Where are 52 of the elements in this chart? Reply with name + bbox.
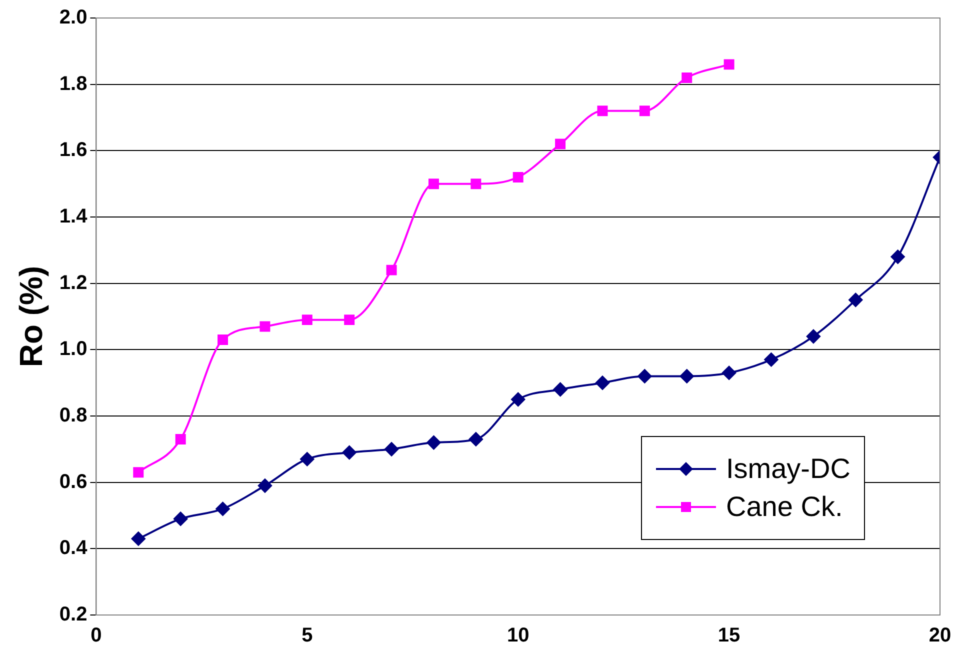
point bbox=[426, 436, 441, 450]
point bbox=[682, 72, 692, 83]
point bbox=[260, 321, 270, 332]
x-tick-label: 5 bbox=[302, 624, 313, 647]
point bbox=[555, 138, 566, 150]
x-tick-label: 15 bbox=[718, 624, 740, 647]
x-tick-label: 0 bbox=[90, 624, 102, 647]
y-axis-title: Ro (%) bbox=[13, 266, 50, 368]
point bbox=[258, 478, 272, 493]
y-tick-label: 1.6 bbox=[59, 139, 88, 162]
point bbox=[300, 452, 314, 466]
point bbox=[133, 467, 144, 478]
point bbox=[722, 366, 736, 380]
point bbox=[302, 314, 312, 326]
y-tick-label: 0.6 bbox=[59, 470, 88, 493]
point bbox=[216, 502, 230, 516]
x-tick-label: 20 bbox=[928, 624, 952, 647]
x-tick-label: 10 bbox=[506, 624, 530, 647]
point bbox=[639, 106, 650, 116]
point bbox=[175, 434, 186, 444]
point bbox=[680, 369, 694, 384]
point bbox=[553, 382, 568, 396]
y-tick-label: 0.4 bbox=[59, 537, 88, 560]
y-tick-label: 1.0 bbox=[59, 338, 88, 360]
point bbox=[342, 445, 356, 460]
y-tick-label: 1.8 bbox=[59, 72, 88, 95]
point bbox=[806, 329, 820, 344]
point bbox=[724, 59, 734, 70]
point bbox=[470, 178, 482, 190]
point bbox=[638, 369, 652, 384]
legend-label: Ismay-DC bbox=[726, 453, 850, 485]
y-tick-label: 0.8 bbox=[59, 404, 88, 427]
point bbox=[597, 106, 608, 116]
point bbox=[512, 172, 524, 182]
point bbox=[468, 432, 483, 446]
point bbox=[595, 376, 610, 390]
point bbox=[218, 334, 228, 345]
point bbox=[386, 264, 397, 276]
point bbox=[848, 292, 863, 307]
legend-label: Cane Ck. bbox=[726, 491, 843, 523]
y-tick-label: 1.2 bbox=[59, 272, 88, 294]
y-tick-label: 0.2 bbox=[59, 604, 88, 626]
point bbox=[428, 178, 439, 190]
point bbox=[131, 532, 146, 546]
point bbox=[384, 442, 399, 456]
point bbox=[764, 352, 778, 367]
point bbox=[344, 314, 355, 326]
y-tick-label: 2.0 bbox=[59, 6, 88, 29]
point bbox=[174, 512, 188, 526]
point bbox=[890, 250, 905, 264]
point bbox=[511, 392, 526, 406]
y-tick-label: 1.4 bbox=[59, 206, 88, 228]
